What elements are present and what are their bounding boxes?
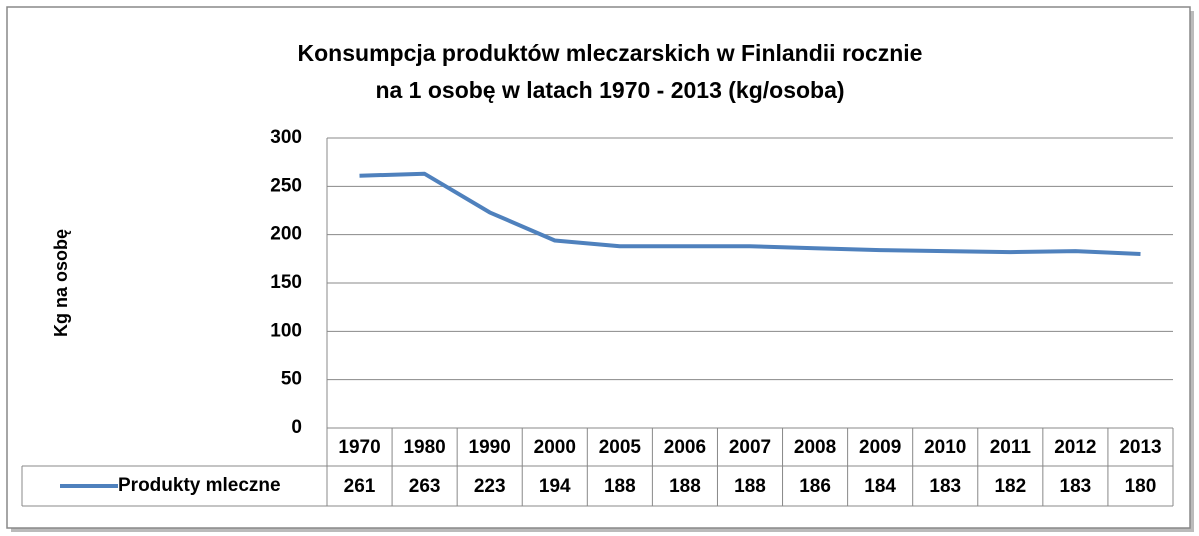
x-tick-label: 2000 <box>534 437 576 458</box>
x-tick-label: 2013 <box>1119 437 1161 458</box>
x-tick-label: 2012 <box>1054 437 1096 458</box>
x-tick-label: 2009 <box>859 437 901 458</box>
table-value: 184 <box>864 476 896 497</box>
y-axis-label: Kg na osobę <box>51 229 71 337</box>
series-line <box>359 171 1141 256</box>
y-tick-label: 150 <box>270 272 302 293</box>
y-tick-label: 300 <box>270 127 302 148</box>
x-tick-label: 2006 <box>664 437 706 458</box>
chart-title: Konsumpcja produktów mleczarskich w Finl… <box>298 40 923 66</box>
x-tick-label: 1990 <box>469 437 511 458</box>
table-value: 183 <box>929 476 961 497</box>
chart-border <box>6 6 1191 529</box>
table-value: 261 <box>344 476 376 497</box>
y-tick-label: 200 <box>270 224 302 245</box>
table-value: 186 <box>799 476 831 497</box>
x-tick-label: 2010 <box>924 437 966 458</box>
table-value: 263 <box>409 476 441 497</box>
x-tick-label: 2005 <box>599 437 642 458</box>
table-value: 188 <box>604 476 636 497</box>
y-tick-label: 100 <box>270 320 302 341</box>
table-value: 180 <box>1125 476 1157 497</box>
legend-label: Produkty mleczne <box>118 475 281 496</box>
y-tick-label: 250 <box>270 175 302 196</box>
x-tick-label: 2008 <box>794 437 836 458</box>
x-tick-label: 1970 <box>338 437 380 458</box>
table-value: 188 <box>734 476 766 497</box>
y-tick-label: 50 <box>281 369 302 390</box>
table-value: 223 <box>474 476 506 497</box>
x-tick-label: 2011 <box>990 437 1032 458</box>
table-value: 183 <box>1060 476 1092 497</box>
table-value: 182 <box>994 476 1026 497</box>
x-tick-label: 2007 <box>729 437 771 458</box>
table-value: 194 <box>539 476 571 497</box>
table-value: 188 <box>669 476 701 497</box>
x-tick-label: 1980 <box>403 437 445 458</box>
y-tick-label: 0 <box>291 417 302 438</box>
chart-title: na 1 osobę w latach 1970 - 2013 (kg/osob… <box>375 77 844 103</box>
